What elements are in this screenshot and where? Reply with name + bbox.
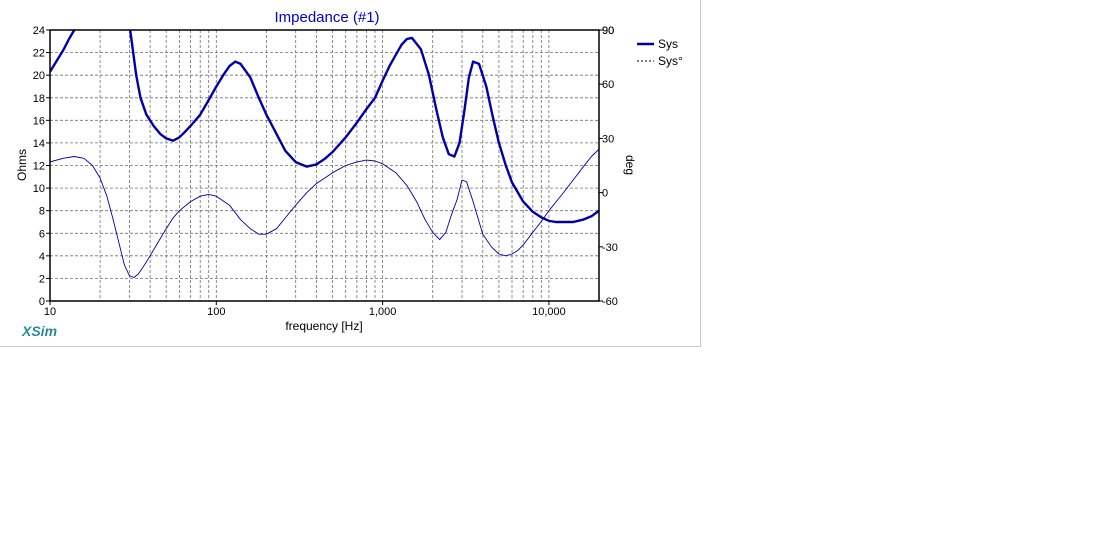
y-tick-label: 10 xyxy=(33,183,45,195)
y2-tick-label: 0 xyxy=(602,188,608,200)
y2-axis-title: deg xyxy=(623,155,637,175)
series-line-impedance-0 xyxy=(50,30,76,73)
x-tick-label: 10 xyxy=(44,306,56,318)
series-layer xyxy=(50,30,599,278)
y2-tick-label: 30 xyxy=(602,133,614,145)
brand-label: XSim xyxy=(22,323,58,339)
y-tick-label: 4 xyxy=(39,251,45,263)
y2-tick-label: 60 xyxy=(602,79,614,91)
y-tick-label: 12 xyxy=(33,161,45,173)
y2-tick-label-top: 90 xyxy=(602,25,614,37)
y2-tick-label: 90 xyxy=(602,25,614,37)
legend: Sys Sys° xyxy=(637,37,683,68)
x-tick-label: 100 xyxy=(207,306,225,318)
y-tick-label: 2 xyxy=(39,273,45,285)
y-tick-label: 22 xyxy=(33,48,45,60)
y-tick-label: 8 xyxy=(39,206,45,218)
y-tick-label: 24 xyxy=(33,25,45,37)
y2-tick-label: -30 xyxy=(602,242,618,254)
grid xyxy=(50,30,600,301)
y-tick-label: 14 xyxy=(33,138,45,150)
y2-tick-label: -60 xyxy=(602,296,618,308)
chart-window: Impedance (#1) 10 100 1,000 10,000 0 2 4 6 8 10 12… xyxy=(0,0,701,347)
x-axis-title: frequency [Hz] xyxy=(285,319,362,333)
y-tick-label: 20 xyxy=(33,70,45,82)
series-line-phase xyxy=(50,148,599,278)
series-line-impedance-1 xyxy=(128,30,599,224)
legend-label-sys: Sys xyxy=(658,37,678,51)
x-tick-label: 1,000 xyxy=(369,306,397,318)
y-tick-label: 16 xyxy=(33,115,45,127)
impedance-chart: Impedance (#1) 10 100 1,000 10,000024681012… xyxy=(15,9,683,333)
y-tick-label: 0 xyxy=(39,296,45,308)
y-tick-label: 6 xyxy=(39,228,45,240)
y-axis-title: Ohms xyxy=(15,149,29,181)
axis-ticks: 10 100 1,000 10,000024681012141618202224-60… xyxy=(33,25,618,318)
y-tick-label: 18 xyxy=(33,93,45,105)
legend-label-sys-phase: Sys° xyxy=(658,54,683,68)
chart-title: Impedance (#1) xyxy=(274,9,379,26)
x-tick-label: 10,000 xyxy=(532,306,566,318)
